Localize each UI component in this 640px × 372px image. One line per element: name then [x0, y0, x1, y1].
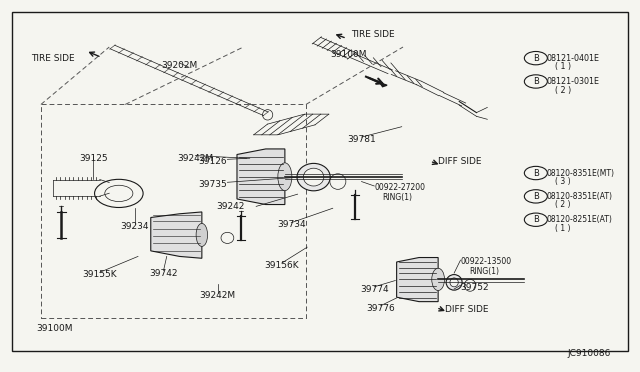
Ellipse shape [196, 224, 207, 246]
Polygon shape [237, 149, 285, 205]
Polygon shape [397, 257, 438, 302]
Text: B: B [533, 192, 539, 201]
Ellipse shape [278, 163, 292, 190]
Text: 39742: 39742 [149, 269, 178, 278]
Text: 00922-13500: 00922-13500 [461, 257, 511, 266]
Text: 08120-8351E(MT): 08120-8351E(MT) [547, 169, 614, 177]
Text: RING(1): RING(1) [468, 267, 499, 276]
Text: ( 1 ): ( 1 ) [555, 224, 570, 233]
Text: ( 3 ): ( 3 ) [555, 177, 571, 186]
Circle shape [524, 213, 547, 227]
Ellipse shape [303, 168, 324, 186]
Polygon shape [151, 212, 202, 258]
Text: 39100M: 39100M [36, 324, 72, 333]
Circle shape [105, 185, 133, 202]
Text: B: B [533, 169, 539, 177]
Polygon shape [380, 83, 387, 87]
Ellipse shape [432, 268, 445, 291]
Text: DIFF SIDE: DIFF SIDE [445, 305, 488, 314]
Text: ( 2 ): ( 2 ) [555, 201, 570, 209]
Text: 39242: 39242 [216, 202, 244, 211]
Text: 39202M: 39202M [161, 61, 198, 70]
Circle shape [524, 75, 547, 88]
Text: 39125: 39125 [79, 154, 108, 163]
Text: 08121-0301E: 08121-0301E [547, 77, 600, 86]
Text: JC910086: JC910086 [567, 349, 611, 358]
Text: 39155K: 39155K [83, 270, 117, 279]
Ellipse shape [297, 163, 330, 191]
Text: 39242M: 39242M [177, 154, 214, 163]
Circle shape [524, 190, 547, 203]
Text: 39752: 39752 [461, 283, 489, 292]
Text: 39776: 39776 [366, 304, 395, 313]
Text: 08120-8351E(AT): 08120-8351E(AT) [547, 192, 612, 201]
Text: B: B [533, 215, 539, 224]
Text: 39156K: 39156K [264, 261, 299, 270]
Circle shape [524, 51, 547, 65]
Bar [41, 105, 306, 318]
Circle shape [95, 179, 143, 208]
Circle shape [524, 166, 547, 180]
Text: 39774: 39774 [360, 285, 388, 294]
Text: 39734: 39734 [277, 221, 305, 230]
Ellipse shape [330, 174, 346, 189]
Ellipse shape [221, 232, 234, 243]
Ellipse shape [446, 275, 462, 290]
Text: 39242M: 39242M [200, 291, 236, 300]
Text: 39234: 39234 [120, 222, 149, 231]
Text: 08120-8251E(AT): 08120-8251E(AT) [547, 215, 612, 224]
Text: 00922-27200: 00922-27200 [374, 183, 426, 192]
Text: B: B [533, 77, 539, 86]
Ellipse shape [450, 278, 458, 287]
Text: ( 2 ): ( 2 ) [555, 86, 572, 94]
Text: TIRE SIDE: TIRE SIDE [31, 54, 75, 62]
Text: ( 1 ): ( 1 ) [555, 62, 571, 71]
Text: B: B [533, 54, 539, 62]
Text: 39781: 39781 [347, 135, 376, 144]
Text: 39735: 39735 [198, 180, 227, 189]
Text: 39100M: 39100M [330, 50, 367, 59]
Text: 39126: 39126 [199, 157, 227, 166]
Text: TIRE SIDE: TIRE SIDE [351, 29, 394, 39]
Text: 08121-0401E: 08121-0401E [547, 54, 600, 62]
Ellipse shape [465, 279, 476, 291]
Ellipse shape [262, 110, 273, 120]
Text: RING(1): RING(1) [383, 193, 413, 202]
Text: DIFF SIDE: DIFF SIDE [438, 157, 482, 166]
